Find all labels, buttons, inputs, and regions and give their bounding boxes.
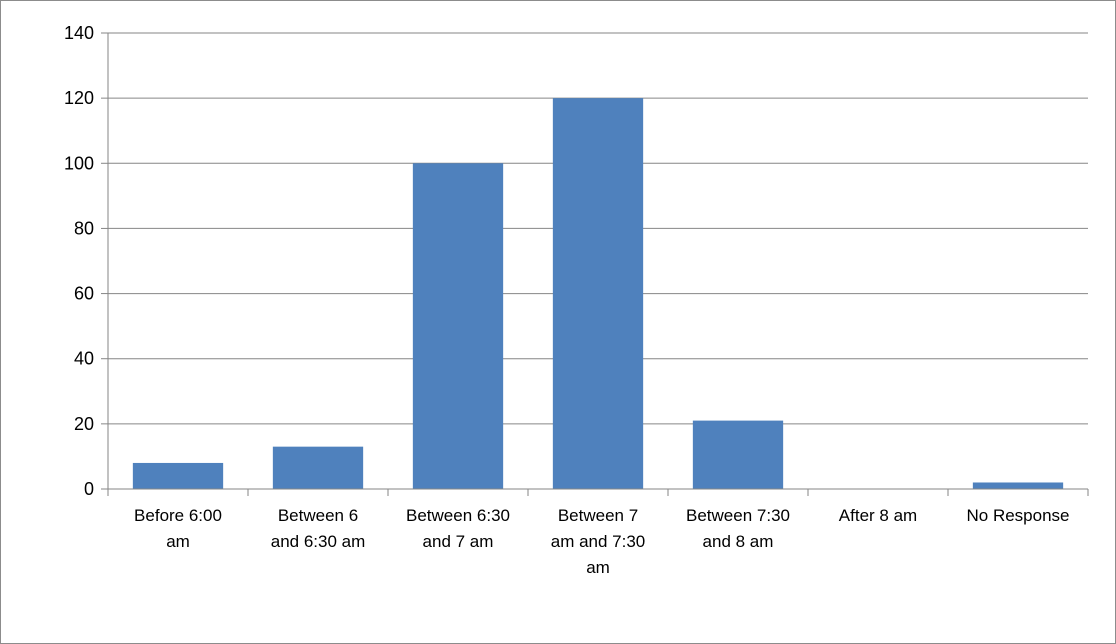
x-tick-label-line: Between 6:30 xyxy=(406,506,510,525)
x-tick-label: Between 7:30 and 8 am xyxy=(686,506,790,551)
y-tick-label: 20 xyxy=(74,414,94,434)
x-tick-label-line: and 6:30 am xyxy=(271,532,366,551)
y-tick-label: 0 xyxy=(84,479,94,499)
x-tick-label-line: After 8 am xyxy=(839,506,917,525)
x-tick-label-line: Between 7 xyxy=(558,506,638,525)
y-tick-labels: 0 20 40 60 80 100 120 140 xyxy=(64,23,94,499)
bar-4 xyxy=(692,420,784,489)
x-tick-label-line: am xyxy=(586,558,610,577)
bar-3 xyxy=(552,98,644,490)
x-tick-label: Before 6:00 am xyxy=(134,506,222,551)
bar-2 xyxy=(412,163,504,490)
x-tick-label: After 8 am xyxy=(839,506,917,525)
axes xyxy=(101,32,1089,496)
bar-0 xyxy=(132,462,224,489)
x-tick-label-line: am xyxy=(166,532,190,551)
y-tick-label: 60 xyxy=(74,284,94,304)
x-tick-label-line: Before 6:00 xyxy=(134,506,222,525)
y-tick-label: 80 xyxy=(74,218,94,238)
y-tick-label: 140 xyxy=(64,23,94,43)
x-tick-label-line: Between 7:30 xyxy=(686,506,790,525)
x-tick-label-line: and 7 am xyxy=(423,532,494,551)
x-tick-label: Between 6:30 and 7 am xyxy=(406,506,510,551)
bars xyxy=(132,98,1064,490)
y-tick-label: 40 xyxy=(74,349,94,369)
x-tick-label-line: am and 7:30 xyxy=(551,532,646,551)
x-tick-label: No Response xyxy=(966,506,1069,525)
bar-1 xyxy=(272,446,364,489)
y-tick-label: 120 xyxy=(64,88,94,108)
x-tick-label-line: No Response xyxy=(966,506,1069,525)
x-tick-label: Between 6 and 6:30 am xyxy=(271,506,366,551)
x-tick-label-line: Between 6 xyxy=(278,506,358,525)
y-tick-label: 100 xyxy=(64,153,94,173)
x-tick-label-line: and 8 am xyxy=(703,532,774,551)
bar-6 xyxy=(972,482,1064,489)
x-tick-label: Between 7 am and 7:30 am xyxy=(551,506,646,577)
